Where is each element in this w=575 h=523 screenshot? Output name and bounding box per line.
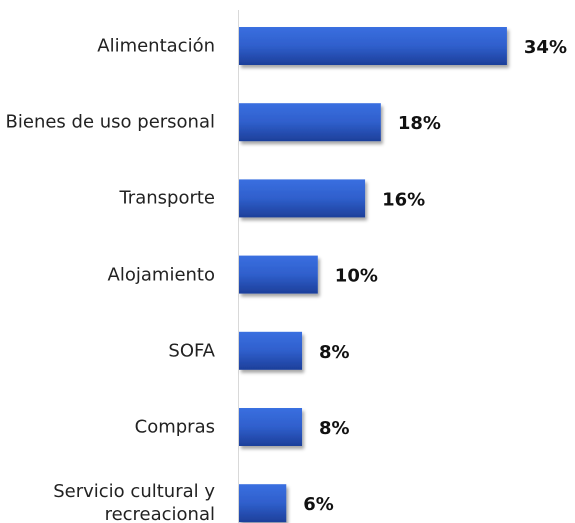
category-label: SOFA xyxy=(168,340,215,362)
category-label: Alojamiento xyxy=(107,264,215,286)
bar xyxy=(239,331,303,370)
bar xyxy=(239,484,287,523)
value-label: 16% xyxy=(382,189,425,210)
category-label: Servicio cultural y recreacional xyxy=(53,481,215,523)
value-label: 34% xyxy=(524,37,567,58)
value-label: 18% xyxy=(398,113,441,134)
category-label: Transporte xyxy=(119,187,215,209)
value-label: 6% xyxy=(303,494,334,515)
bar xyxy=(239,255,318,294)
bar xyxy=(239,103,381,142)
value-label: 10% xyxy=(335,266,378,287)
bar xyxy=(239,27,507,65)
value-label: 8% xyxy=(319,342,350,363)
category-label: Compras xyxy=(134,416,215,438)
category-label: Alimentación xyxy=(97,35,215,57)
value-label: 8% xyxy=(319,418,350,439)
bar xyxy=(239,408,303,446)
category-label: Bienes de uso personal xyxy=(5,111,215,133)
bar xyxy=(239,179,366,218)
